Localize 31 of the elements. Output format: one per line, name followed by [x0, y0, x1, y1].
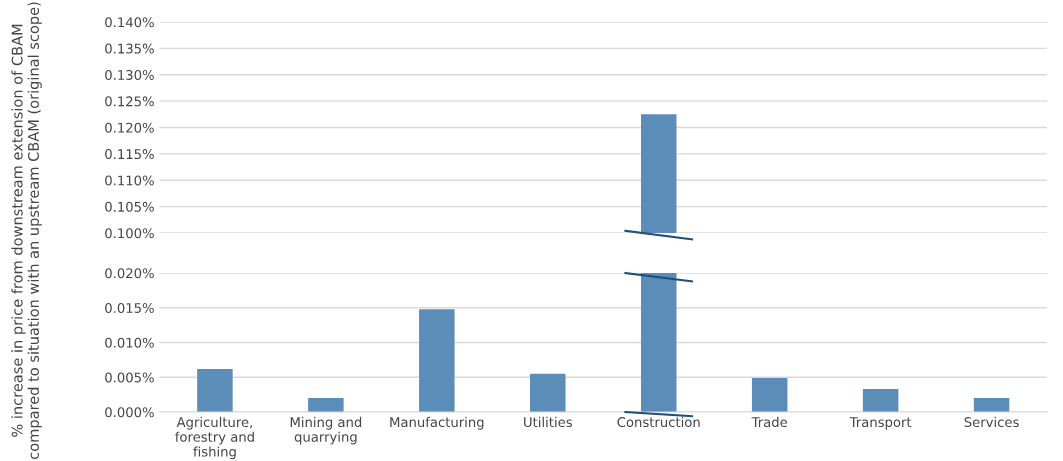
x-tick-label: Services: [964, 416, 1019, 428]
y-tick-label: 0.015%: [105, 302, 154, 313]
y-tick-label: 0.110%: [105, 175, 154, 186]
bar: [973, 398, 1010, 412]
x-tick-label: Utilities: [524, 416, 572, 428]
bar: [640, 273, 677, 412]
y-tick-label: 0.140%: [105, 17, 154, 28]
y-tick-label: 0.120%: [105, 122, 154, 133]
y-tick-label: 0.000%: [105, 407, 154, 418]
x-tick-label: Construction: [617, 416, 700, 428]
bar: [308, 398, 344, 412]
y-tick-label: 0.130%: [105, 69, 154, 80]
x-tick-label: Trade: [751, 416, 788, 428]
bar: [862, 389, 899, 412]
y-tick-label: 0.135%: [105, 43, 154, 54]
bar: [530, 373, 566, 412]
y-tick-label: 0.005%: [105, 372, 154, 383]
y-tick-label: 0.010%: [105, 337, 154, 348]
bar: [197, 368, 233, 412]
x-tick-label: Mining and quarrying: [290, 416, 362, 445]
y-tick-label: 0.100%: [105, 228, 154, 239]
x-tick-label: Transport: [849, 417, 912, 430]
y-tick-label: 0.115%: [105, 149, 154, 160]
y-tick-label: 0.020%: [105, 268, 154, 279]
bar: [751, 377, 788, 412]
x-tick-label: Agriculture, forestry and fishing: [175, 416, 254, 460]
x-tick-label: Manufacturing: [390, 416, 484, 430]
bar: [419, 309, 455, 412]
y-axis-title: % increase in price from downstream extension of CBAM compared to situation with an upstream CBAM (original scope): [11, 2, 42, 459]
y-tick-label: 0.125%: [105, 96, 154, 107]
y-tick-label: 0.105%: [105, 201, 154, 212]
